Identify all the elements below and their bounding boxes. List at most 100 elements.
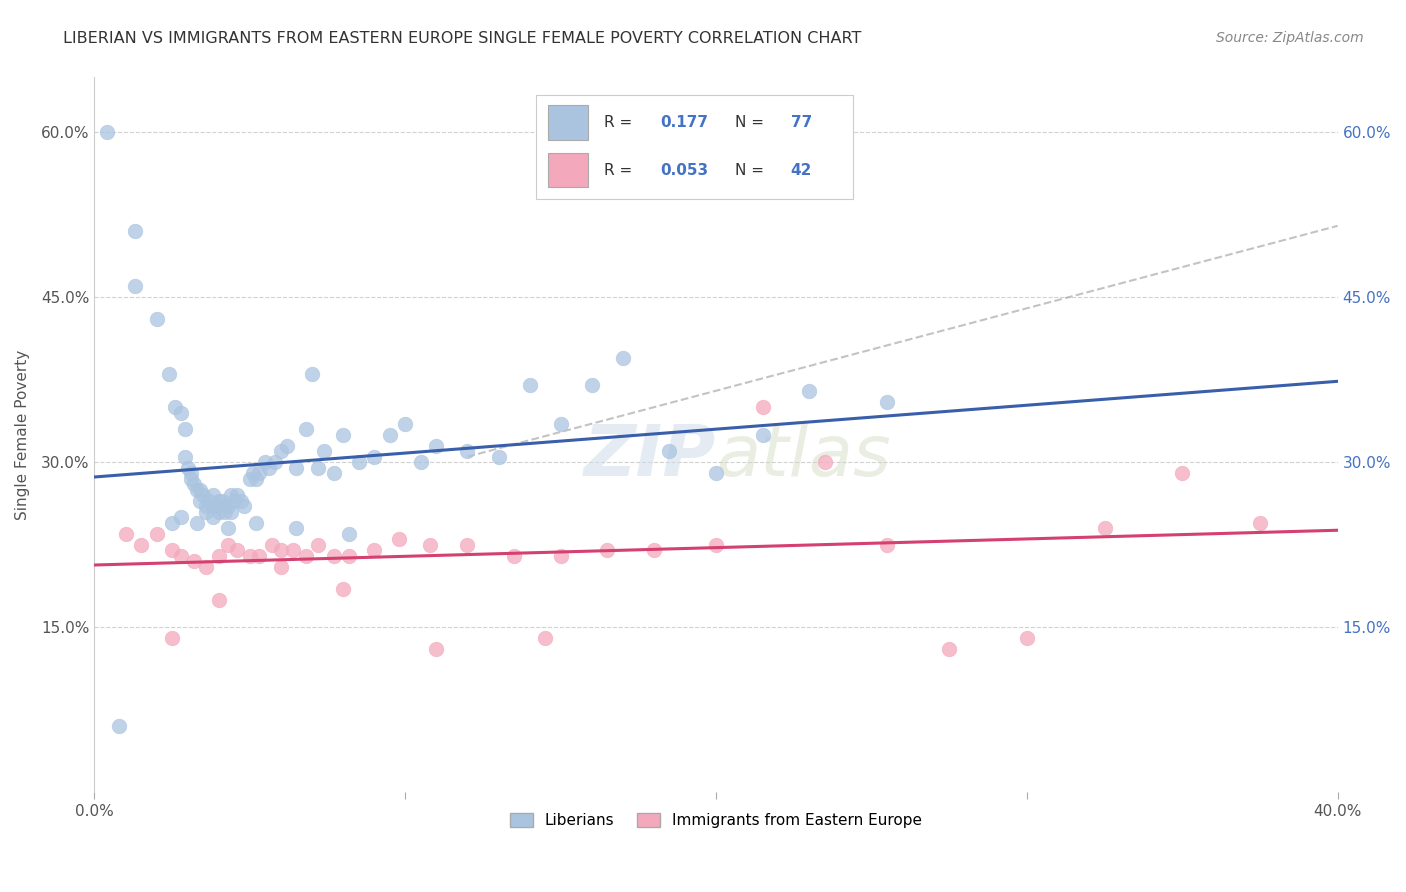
Point bbox=[347, 455, 370, 469]
Point bbox=[751, 401, 773, 415]
Point bbox=[1249, 516, 1271, 530]
Point bbox=[519, 378, 541, 392]
Point bbox=[170, 510, 193, 524]
Point bbox=[239, 472, 262, 486]
Point bbox=[704, 466, 727, 480]
Point bbox=[239, 549, 262, 563]
Point bbox=[332, 427, 354, 442]
Point bbox=[124, 224, 146, 238]
Point bbox=[229, 493, 252, 508]
Point bbox=[170, 406, 193, 420]
Point bbox=[799, 384, 821, 398]
Point bbox=[201, 510, 224, 524]
Point bbox=[270, 543, 292, 558]
Point bbox=[242, 466, 264, 480]
Point bbox=[283, 543, 305, 558]
Point bbox=[337, 549, 360, 563]
Point bbox=[145, 526, 167, 541]
Point bbox=[456, 444, 478, 458]
Point bbox=[263, 455, 285, 469]
Text: 77: 77 bbox=[790, 115, 811, 130]
Point bbox=[488, 450, 510, 464]
Point bbox=[425, 642, 447, 657]
Point bbox=[186, 483, 208, 497]
Point bbox=[186, 516, 208, 530]
Point bbox=[129, 538, 152, 552]
Point bbox=[201, 488, 224, 502]
Point bbox=[332, 582, 354, 596]
Legend: Liberians, Immigrants from Eastern Europe: Liberians, Immigrants from Eastern Europ… bbox=[503, 806, 928, 834]
Point bbox=[157, 368, 180, 382]
Point bbox=[378, 427, 401, 442]
Point bbox=[322, 466, 344, 480]
Point bbox=[307, 538, 329, 552]
Point bbox=[180, 472, 202, 486]
Point bbox=[260, 538, 283, 552]
Point bbox=[1171, 466, 1194, 480]
Point bbox=[285, 521, 308, 535]
Point bbox=[245, 472, 267, 486]
Point bbox=[295, 549, 318, 563]
Text: ZIP: ZIP bbox=[583, 422, 716, 491]
Point bbox=[419, 538, 441, 552]
Point bbox=[211, 493, 233, 508]
Point bbox=[658, 444, 681, 458]
Point bbox=[301, 368, 323, 382]
Point bbox=[195, 559, 218, 574]
Point bbox=[394, 417, 416, 431]
Point bbox=[503, 549, 526, 563]
Point bbox=[198, 493, 221, 508]
Text: R =: R = bbox=[605, 163, 637, 178]
Text: LIBERIAN VS IMMIGRANTS FROM EASTERN EUROPE SINGLE FEMALE POVERTY CORRELATION CHA: LIBERIAN VS IMMIGRANTS FROM EASTERN EURO… bbox=[63, 31, 862, 46]
FancyBboxPatch shape bbox=[536, 95, 853, 199]
Point bbox=[183, 554, 205, 568]
Point bbox=[165, 401, 187, 415]
Point bbox=[170, 549, 193, 563]
Point bbox=[247, 466, 270, 480]
Point bbox=[295, 422, 318, 436]
Point bbox=[188, 493, 211, 508]
Point bbox=[257, 460, 280, 475]
Point bbox=[388, 532, 411, 546]
Point bbox=[322, 549, 344, 563]
Point bbox=[226, 543, 249, 558]
Point bbox=[751, 427, 773, 442]
Point bbox=[208, 549, 231, 563]
Point bbox=[173, 450, 195, 464]
Point bbox=[643, 543, 665, 558]
Point bbox=[425, 439, 447, 453]
Point bbox=[160, 631, 183, 645]
Point bbox=[876, 394, 898, 409]
Point bbox=[704, 538, 727, 552]
Text: 0.177: 0.177 bbox=[659, 115, 709, 130]
Point bbox=[876, 538, 898, 552]
Point bbox=[217, 499, 239, 513]
Point bbox=[285, 460, 308, 475]
Point bbox=[217, 521, 239, 535]
Point bbox=[581, 378, 603, 392]
Point bbox=[193, 488, 215, 502]
Point bbox=[96, 125, 118, 139]
Point bbox=[232, 499, 254, 513]
Point bbox=[188, 483, 211, 497]
Point bbox=[214, 499, 236, 513]
Point bbox=[254, 455, 277, 469]
Text: R =: R = bbox=[605, 115, 637, 130]
Point bbox=[208, 505, 231, 519]
Text: N =: N = bbox=[735, 115, 769, 130]
Point bbox=[550, 417, 572, 431]
Point bbox=[456, 538, 478, 552]
Point bbox=[224, 493, 246, 508]
Text: 42: 42 bbox=[790, 163, 813, 178]
Point bbox=[534, 631, 557, 645]
Point bbox=[124, 279, 146, 293]
Text: N =: N = bbox=[735, 163, 769, 178]
Point bbox=[114, 526, 136, 541]
Point bbox=[173, 422, 195, 436]
Point bbox=[276, 439, 298, 453]
Point bbox=[270, 444, 292, 458]
Point bbox=[1094, 521, 1116, 535]
Point bbox=[226, 488, 249, 502]
Point bbox=[160, 543, 183, 558]
Point bbox=[201, 499, 224, 513]
